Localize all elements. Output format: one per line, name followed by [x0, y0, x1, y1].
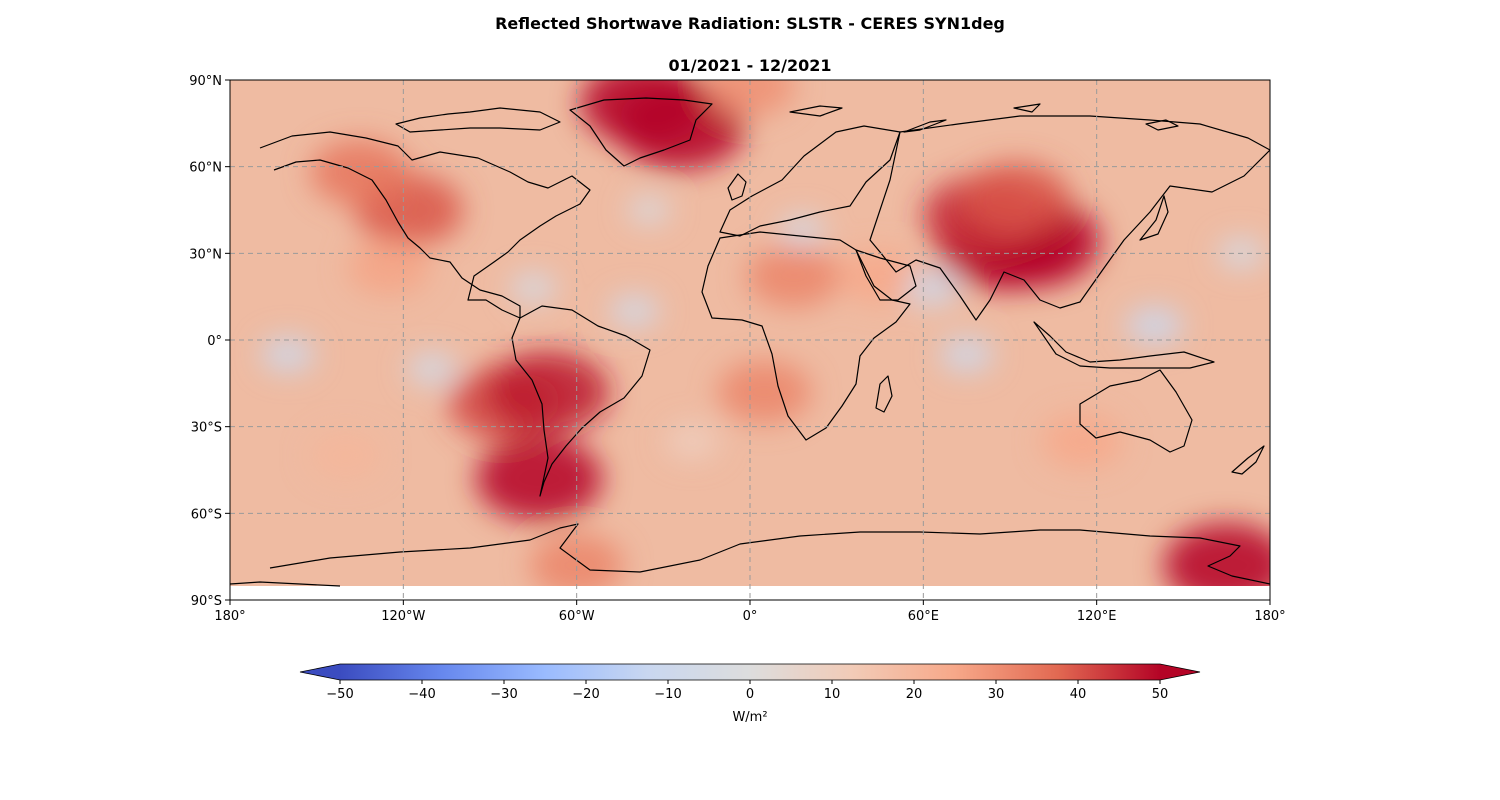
colorbar-tick-label: −30	[490, 687, 517, 702]
coastlines	[230, 97, 1270, 587]
coast-arctic-islands	[395, 103, 1179, 133]
anomaly-field	[260, 80, 1270, 600]
lon-tick-label: 180°	[214, 609, 245, 624]
anomaly-altai	[961, 162, 1070, 235]
anomaly-south-pacific	[309, 431, 382, 480]
lat-tick-label: 30°S	[191, 421, 222, 436]
coast-asia	[869, 115, 1270, 321]
lat-tick-label: 60°N	[189, 161, 222, 176]
colorbar-tick-label: 50	[1152, 687, 1169, 702]
colorbar-tick-label: 30	[988, 687, 1005, 702]
colorbar-tick-label: −50	[326, 687, 353, 702]
coast-south-america	[511, 305, 651, 497]
anomaly-alaska	[310, 139, 410, 206]
lon-tick-label: 60°E	[908, 609, 939, 624]
anomaly-indian-ocean	[939, 336, 994, 373]
lat-tick-label: 0°	[207, 334, 222, 349]
anomaly-mediterranean	[778, 214, 826, 246]
lat-tick-label: 30°N	[189, 247, 222, 262]
anomaly-caribbean	[509, 272, 557, 304]
colorbar-label: W/m²	[732, 710, 767, 725]
lon-tick-label: 0°	[743, 609, 758, 624]
colorbar-tick-label: −40	[408, 687, 435, 702]
anomaly-atlantic-tropics	[609, 294, 660, 328]
coast-madagascar	[875, 375, 893, 413]
colorbar-tick-label: −10	[654, 687, 681, 702]
colorbar-tick-label: −20	[572, 687, 599, 702]
coast-europe	[719, 125, 901, 237]
coast-new-zealand	[1231, 445, 1265, 475]
gridlines	[230, 80, 1270, 600]
coast-uk	[727, 173, 747, 201]
colorbar-extend-low	[300, 664, 341, 680]
figure-subtitle: 01/2021 - 12/2021	[668, 56, 832, 75]
lat-tick-label: 90°S	[191, 594, 222, 609]
longitude-axis: 180° 120°W 60°W 0° 60°E 120°E 180°	[214, 600, 1286, 624]
coast-arabia	[855, 249, 917, 301]
coast-australia	[1079, 369, 1193, 453]
lon-tick-label: 60°W	[559, 609, 595, 624]
anomaly-warm-pool	[1125, 306, 1184, 345]
anomaly-arabian-sea	[905, 270, 959, 306]
colorbar-tick-label: 10	[824, 687, 841, 702]
anomaly-california-coast	[347, 240, 431, 296]
anomaly-equatorial-pacific	[260, 336, 315, 373]
colorbar-tick-label: 0	[746, 687, 754, 702]
anomaly-south-atlantic	[665, 423, 720, 460]
lat-tick-label: 60°S	[191, 507, 222, 522]
latitude-axis: 90°N 60°N 30°N 0° 30°S 60°S 90°S	[189, 74, 230, 609]
coast-antarctica	[230, 523, 1270, 587]
anomaly-north-atlantic	[627, 195, 671, 225]
anomaly-australia-south	[1041, 414, 1123, 469]
colorbar-gradient	[340, 664, 1160, 680]
anomaly-antarctic-coast	[529, 534, 624, 597]
figure-title: Reflected Shortwave Radiation: SLSTR - C…	[495, 14, 1005, 33]
coast-north-america	[259, 131, 591, 319]
coast-japan	[1139, 195, 1169, 241]
anomaly-arctic-cap	[705, 80, 795, 116]
lon-tick-label: 120°W	[381, 609, 425, 624]
coast-indonesia	[1033, 321, 1215, 369]
lat-tick-label: 90°N	[189, 74, 222, 89]
colorbar-tick-label: 40	[1070, 687, 1087, 702]
colorbar-tick-label: 20	[906, 687, 923, 702]
map-area	[230, 80, 1270, 600]
anomaly-east-pacific	[407, 352, 458, 386]
anomaly-patagonia	[476, 436, 603, 521]
colorbar-extend-high	[1159, 664, 1200, 680]
anomaly-andes	[486, 351, 609, 433]
lon-tick-label: 180°	[1254, 609, 1285, 624]
coast-africa	[701, 231, 911, 441]
lon-tick-label: 120°E	[1077, 609, 1117, 624]
anomaly-namibia-coast	[717, 360, 812, 424]
anomaly-greenland-north	[580, 80, 707, 146]
anomaly-sahara	[746, 245, 841, 308]
colorbar: −50 −40 −30 −20 −10 0 10 20 30 40 50 W/m²	[299, 663, 1201, 725]
colorbar-ticks: −50 −40 −30 −20 −10 0 10 20 30 40 50	[326, 680, 1168, 702]
coast-greenland	[569, 97, 713, 167]
